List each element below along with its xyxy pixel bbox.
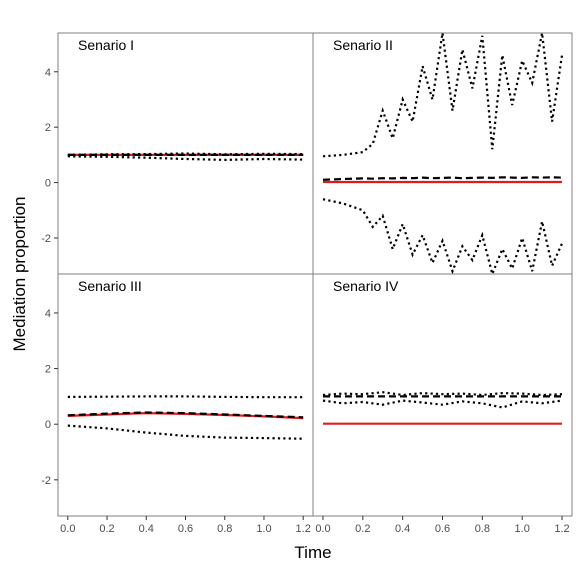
series-line-dotted-upper bbox=[67, 395, 304, 399]
panel-2: Senario II bbox=[312, 32, 573, 275]
series-line-dotted-lower bbox=[67, 155, 304, 162]
x-tick-label: 1.0 bbox=[256, 523, 271, 535]
x-tick-label: 0.6 bbox=[178, 523, 193, 535]
series-line-dotted-lower bbox=[322, 198, 564, 274]
x-tick-label: 0.2 bbox=[99, 523, 114, 535]
x-axis-title: Time bbox=[294, 543, 331, 562]
y-tick-label: 0 bbox=[45, 178, 51, 190]
y-axis-title: Mediation proportion bbox=[10, 197, 29, 352]
y-tick-label: -2 bbox=[41, 475, 51, 487]
y-tick-label: 2 bbox=[45, 364, 51, 376]
x-tick-label: 1.0 bbox=[515, 523, 530, 535]
y-axis: -2 0 2 4 -2 0 2 4 bbox=[41, 67, 58, 487]
panel-lines bbox=[322, 33, 564, 274]
panel-4: Senario IV bbox=[312, 273, 573, 517]
x-tick-label: 0.4 bbox=[139, 523, 154, 535]
x-tick-label: 1.2 bbox=[296, 523, 311, 535]
panels-layer: Senario I Senario II Senario III Senario IV bbox=[57, 32, 573, 517]
panel-lines bbox=[67, 395, 304, 440]
series-line-dotted-upper bbox=[67, 152, 304, 156]
x-tick-label: 0.6 bbox=[435, 523, 450, 535]
panel-label: Senario I bbox=[78, 37, 134, 53]
panel-background bbox=[58, 274, 313, 516]
x-tick-label: 0.2 bbox=[355, 523, 370, 535]
x-axis: 0.0 0.2 0.4 0.6 0.8 1.0 1.2 0.0 0.2 0.4 0.6 0.8 1.0 1… bbox=[60, 516, 570, 535]
panel-lines bbox=[67, 152, 304, 162]
x-tick-label: 0.0 bbox=[315, 523, 330, 535]
panel-3: Senario III bbox=[57, 273, 314, 517]
panel-label: Senario IV bbox=[333, 278, 399, 294]
y-tick-label: 2 bbox=[45, 122, 51, 134]
series-line-dashed bbox=[322, 176, 563, 181]
y-tick-label: 4 bbox=[45, 67, 51, 79]
series-line-dotted-lower bbox=[67, 424, 304, 440]
series-line-dotted-lower bbox=[322, 399, 563, 409]
y-tick-label: 4 bbox=[45, 308, 51, 320]
x-tick-label: 0.8 bbox=[217, 523, 232, 535]
x-tick-label: 0.4 bbox=[395, 523, 410, 535]
y-tick-label: 0 bbox=[45, 419, 51, 431]
x-tick-label: 0.8 bbox=[475, 523, 490, 535]
y-tick-label: -2 bbox=[41, 233, 51, 245]
panel-label: Senario III bbox=[78, 278, 142, 294]
series-line-dotted-upper bbox=[322, 391, 563, 397]
series-line-dotted-upper bbox=[322, 33, 564, 158]
x-tick-label: 1.2 bbox=[554, 523, 569, 535]
panel-1: Senario I bbox=[57, 32, 314, 275]
series-line-dashed bbox=[67, 411, 304, 419]
panel-lines bbox=[322, 391, 563, 425]
panel-label: Senario II bbox=[333, 37, 393, 53]
x-tick-label: 0.0 bbox=[60, 523, 75, 535]
